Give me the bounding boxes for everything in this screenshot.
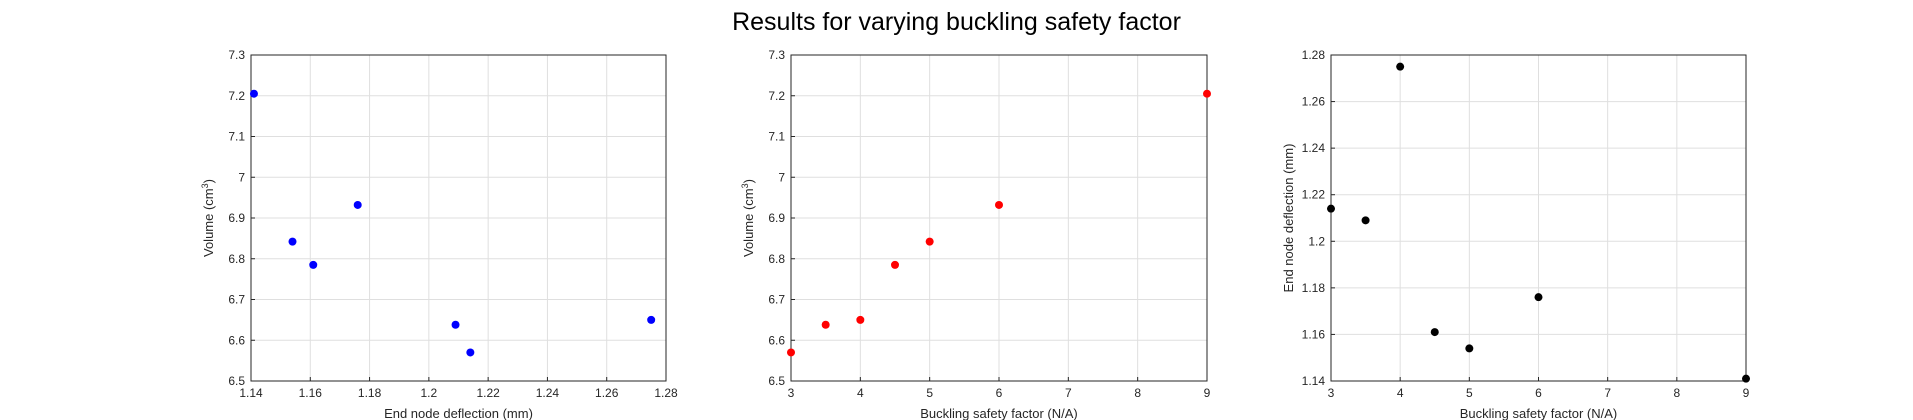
data-point <box>1430 328 1439 337</box>
y-tick-label: 1.14 <box>1302 374 1326 388</box>
x-tick-label: 6 <box>996 386 1003 400</box>
y-tick-label: 7.2 <box>228 89 245 103</box>
data-point <box>995 200 1003 209</box>
x-tick-label: 1.28 <box>654 386 678 400</box>
x-tick-label: 1.22 <box>476 386 500 400</box>
x-tick-label: 1.18 <box>358 386 382 400</box>
y-tick-label: 6.7 <box>768 293 785 307</box>
y-tick-label: 6.9 <box>768 211 785 225</box>
x-tick-label: 4 <box>857 386 864 400</box>
data-point <box>1465 344 1474 353</box>
y-axis-label: Volume (cm3) <box>200 179 216 257</box>
x-tick-label: 1.24 <box>536 386 560 400</box>
y-tick-label: 1.22 <box>1302 188 1326 202</box>
data-point <box>1327 204 1335 213</box>
data-point <box>1534 293 1543 302</box>
y-tick-label: 1.18 <box>1302 281 1326 295</box>
data-point <box>451 320 460 329</box>
x-tick-label: 1.14 <box>239 386 263 400</box>
y-tick-label: 1.24 <box>1302 141 1326 155</box>
x-tick-label: 1.2 <box>421 386 438 400</box>
figure-title: Results for varying buckling safety fact… <box>732 8 1181 36</box>
y-tick-label: 6.6 <box>768 333 785 347</box>
y-tick-label: 1.26 <box>1302 95 1326 109</box>
y-tick-label: 1.16 <box>1302 327 1326 341</box>
data-point <box>309 260 318 269</box>
data-point <box>1203 89 1211 98</box>
y-tick-label: 7 <box>238 170 245 184</box>
y-tick-label: 7.2 <box>768 89 785 103</box>
x-tick-label: 5 <box>926 386 933 400</box>
data-point <box>925 237 934 246</box>
y-tick-label: 6.8 <box>768 252 785 266</box>
y-axis-label: Volume (cm3) <box>740 179 756 257</box>
data-point <box>288 237 297 246</box>
data-point <box>1742 374 1750 383</box>
y-tick-label: 7.1 <box>768 130 785 144</box>
x-tick-label: 3 <box>1328 386 1335 400</box>
data-point <box>891 260 899 269</box>
y-tick-label: 6.5 <box>768 374 785 388</box>
y-tick-label: 7.3 <box>768 48 785 62</box>
x-tick-label: 9 <box>1204 386 1211 400</box>
y-tick-label: 6.7 <box>228 293 245 307</box>
x-tick-label: 8 <box>1673 386 1680 400</box>
y-tick-label: 1.2 <box>1308 234 1325 248</box>
data-point <box>466 348 475 357</box>
y-tick-label: 7.3 <box>228 48 245 62</box>
data-point <box>353 200 362 209</box>
y-tick-label: 6.6 <box>228 333 245 347</box>
data-point <box>249 89 258 98</box>
x-axis-label: Buckling safety factor (N/A) <box>920 406 1078 420</box>
data-point <box>1361 216 1370 225</box>
axes-frame <box>250 54 667 382</box>
chart-panel-2: 3 4 5 6 7 8 9 6.5 6.6 6.7 6.8 6.9 7 7.1 7.2 7.3 Buckling… <box>740 48 1211 420</box>
x-tick-label: 7 <box>1065 386 1072 400</box>
x-tick-label: 4 <box>1397 386 1404 400</box>
x-tick-label: 3 <box>788 386 795 400</box>
y-tick-label: 6.9 <box>228 211 245 225</box>
x-tick-label: 7 <box>1604 386 1611 400</box>
y-tick-label: 7.1 <box>228 130 245 144</box>
x-tick-label: 1.26 <box>595 386 619 400</box>
y-tick-label: 6.8 <box>228 252 245 266</box>
x-tick-label: 1.16 <box>299 386 323 400</box>
y-tick-label: 7 <box>778 170 785 184</box>
x-tick-label: 6 <box>1535 386 1542 400</box>
x-tick-label: 8 <box>1134 386 1141 400</box>
axes-frame <box>790 54 1208 382</box>
data-point <box>1396 62 1405 71</box>
axes-frame <box>1330 54 1747 382</box>
y-axis-label: End node deflection (mm) <box>1281 144 1296 293</box>
x-axis-label: End node deflection (mm) <box>384 406 533 420</box>
data-point <box>647 315 656 324</box>
chart-panel-3: 3 4 5 6 7 8 9 1.14 1.16 1.18 1.2 1.22 1.24 1.26 1.28 Bu… <box>1281 48 1750 420</box>
y-tick-label: 1.28 <box>1302 48 1326 62</box>
x-tick-label: 9 <box>1743 386 1750 400</box>
y-tick-label: 6.5 <box>228 374 245 388</box>
x-tick-label: 5 <box>1466 386 1473 400</box>
data-point <box>821 320 830 329</box>
chart-panel-1: 1.14 1.16 1.18 1.2 1.22 1.24 1.26 1.28 6.5 6.6 6.7… <box>200 48 678 420</box>
data-point <box>787 348 795 357</box>
x-axis-label: Buckling safety factor (N/A) <box>1460 406 1618 420</box>
data-point <box>856 315 865 324</box>
